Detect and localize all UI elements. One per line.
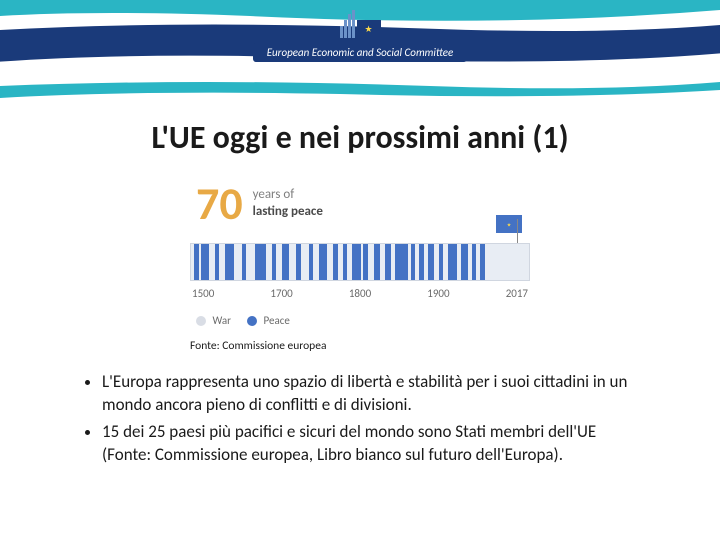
war-bar <box>296 244 301 280</box>
war-bar <box>363 244 368 280</box>
tagline: years of lasting peace <box>253 187 323 221</box>
war-bar <box>352 244 361 280</box>
war-bar <box>319 244 327 280</box>
org-name: European Economic and Social Committee <box>253 43 468 62</box>
legend-war: War <box>196 314 231 327</box>
timeline-labels: 1500 1700 1800 1900 2017 <box>190 287 530 300</box>
timeline-year: 1700 <box>270 287 292 300</box>
war-bar <box>385 244 390 280</box>
peace-infographic: 70 years of lasting peace ⋆ 1500 1700 1800… <box>190 181 530 327</box>
bullet-item: 15 dei 25 paesi più pacifici e sicuri de… <box>102 421 636 467</box>
big-number: 70 <box>196 181 243 227</box>
war-bar <box>419 244 424 280</box>
war-bar <box>374 244 380 280</box>
war-bar <box>242 244 247 280</box>
peace-dot-icon <box>247 316 257 326</box>
war-bar <box>480 244 485 280</box>
timeline-year: 1900 <box>427 287 449 300</box>
war-bar <box>343 244 347 280</box>
bullet-item: L'Europa rappresenta uno spazio di liber… <box>102 371 636 417</box>
war-bar <box>395 244 407 280</box>
slide-content: L'UE oggi e nei prossimi anni (1) 70 yea… <box>0 100 720 467</box>
slide-title: L'UE oggi e nei prossimi anni (1) <box>60 118 660 157</box>
timeline-year: 1800 <box>349 287 371 300</box>
war-bar <box>472 244 476 280</box>
war-bar <box>439 244 443 280</box>
bullet-list: L'Europa rappresenta uno spazio di liber… <box>60 371 660 467</box>
war-bar <box>461 244 467 280</box>
war-bar <box>255 244 266 280</box>
war-bar <box>411 244 415 280</box>
war-peace-timeline <box>190 243 530 281</box>
war-bar <box>215 244 219 280</box>
wave-bottom <box>0 80 720 100</box>
war-dot-icon <box>196 316 206 326</box>
timeline-year: 1500 <box>192 287 214 300</box>
war-bar <box>201 244 209 280</box>
war-bar <box>194 244 199 280</box>
war-bar <box>272 244 276 280</box>
war-bar <box>448 244 457 280</box>
slide-header: ★ European Economic and Social Committee <box>0 0 720 100</box>
source-text: Fonte: Commissione europea <box>190 339 660 353</box>
war-bar <box>428 244 434 280</box>
timeline-year: 2017 <box>506 287 528 300</box>
eesc-logo-icon: ★ <box>338 8 382 38</box>
war-bar <box>225 244 234 280</box>
eu-flag-icon: ⋆ <box>496 215 522 233</box>
war-bar <box>333 244 338 280</box>
timeline-legend: War Peace <box>190 314 530 327</box>
war-bar <box>282 244 289 280</box>
org-logo: ★ European Economic and Social Committee <box>230 8 490 78</box>
war-bar <box>309 244 313 280</box>
legend-peace: Peace <box>247 314 290 327</box>
